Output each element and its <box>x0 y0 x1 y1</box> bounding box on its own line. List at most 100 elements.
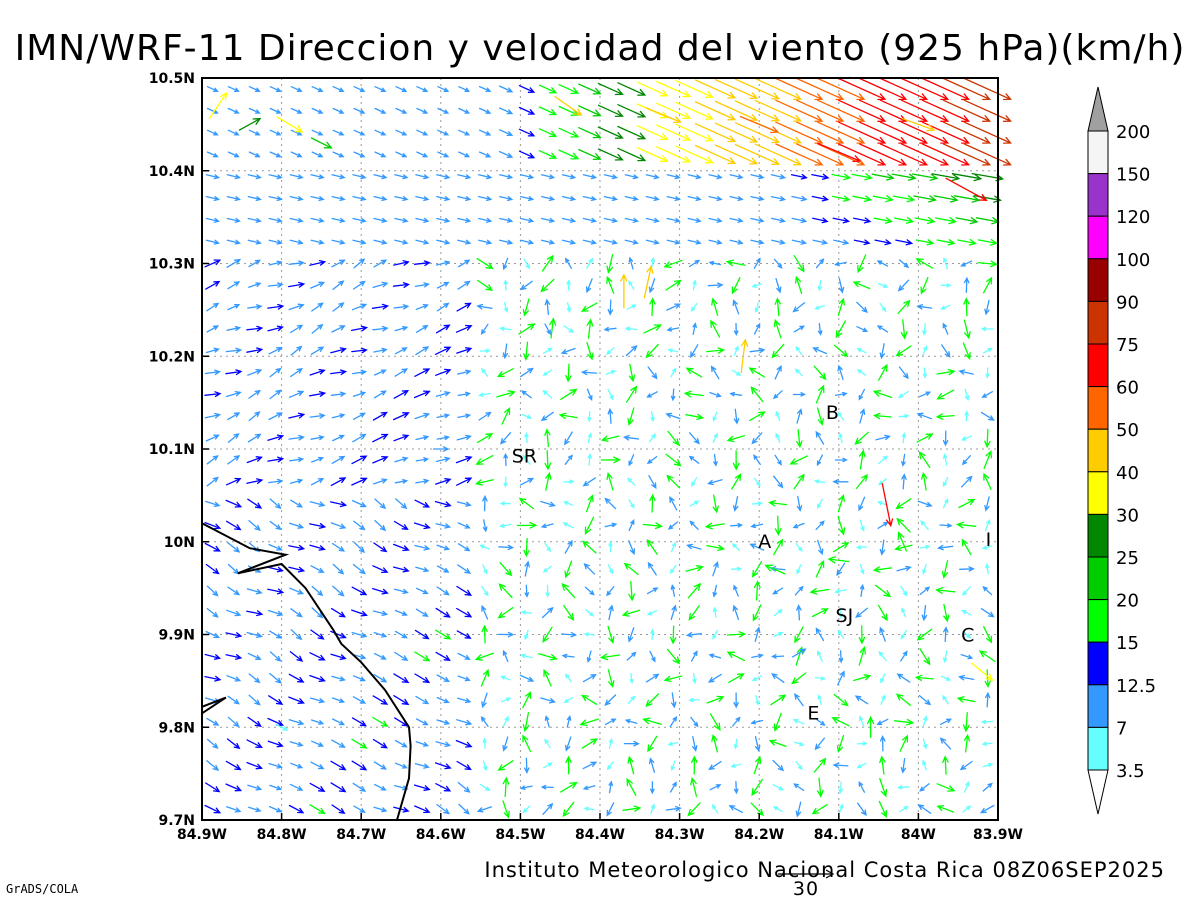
wind-vector-background <box>226 258 242 268</box>
wind-vector-background <box>456 630 472 639</box>
wind-vector-background <box>247 217 262 223</box>
wind-vector-background <box>768 499 788 507</box>
colorbar-segment <box>1087 428 1109 473</box>
wind-vector-background <box>351 347 368 354</box>
wind-vector-background <box>482 519 488 533</box>
wind-vector-background <box>331 542 346 552</box>
wind-vector-background <box>683 390 704 398</box>
wind-vector-background <box>714 100 759 121</box>
wind-vector-background <box>817 77 866 101</box>
wind-vector-background <box>352 412 366 420</box>
wind-vector-background <box>942 256 948 270</box>
wind-vector-background <box>476 806 493 813</box>
wind-vector-background <box>457 543 471 552</box>
wind-vector-background <box>435 391 451 397</box>
wind-vector-background <box>726 631 747 638</box>
wind-vector-background <box>852 281 871 290</box>
wind-vector <box>791 648 807 658</box>
wind-vector-background <box>246 631 263 639</box>
wind-vector-background <box>900 629 907 640</box>
wind-vector-background <box>628 540 636 556</box>
wind-vector-background <box>309 259 327 266</box>
wind-vector-background <box>667 521 679 530</box>
wind-vector <box>276 116 304 133</box>
wind-vector-background <box>290 151 303 158</box>
wind-vector-background <box>392 282 410 288</box>
wind-vector-background <box>775 277 782 294</box>
wind-vector-background <box>617 147 647 162</box>
wind-vector-background <box>731 277 741 295</box>
wind-vector-background <box>773 318 782 339</box>
wind-vector-background <box>918 391 932 398</box>
wind-vector-background <box>961 586 971 596</box>
wind-vector-background <box>894 217 915 224</box>
wind-vector-background <box>309 391 327 397</box>
wind-vector-background <box>919 783 930 792</box>
colorbar-label: 3.5 <box>1116 761 1145 782</box>
wind-vector-background <box>985 562 990 575</box>
wind-vector-background <box>815 627 825 642</box>
wind-vector-background <box>617 104 647 118</box>
wind-vector-background <box>772 784 785 791</box>
wind-vector-background <box>436 195 451 202</box>
y-tick-label: 10.1N <box>149 442 195 458</box>
wind-vector-background <box>796 564 802 575</box>
wind-vector-background <box>627 695 636 705</box>
wind-vector-background <box>732 604 740 621</box>
colorbar-label: 100 <box>1116 250 1150 271</box>
wind-vector-background <box>268 239 283 245</box>
wind-vector-background <box>288 434 305 441</box>
wind-vector-background <box>645 239 660 245</box>
wind-vector-background <box>859 99 908 122</box>
wind-vector-background <box>393 695 410 706</box>
wind-vector-background <box>227 541 241 553</box>
wind-vector-background <box>957 238 977 246</box>
wind-vector-background <box>289 478 304 484</box>
wind-vector-background <box>205 434 220 442</box>
wind-vector <box>817 142 862 163</box>
wind-vector-background <box>607 669 615 688</box>
wind-vector-background <box>694 123 737 143</box>
wind-vector-background <box>479 783 491 792</box>
wind-vector-background <box>919 586 931 596</box>
wind-vector-background <box>247 195 262 202</box>
wind-vector-background <box>482 760 488 772</box>
wind-vector-background <box>332 151 345 158</box>
wind-vector-background <box>898 413 910 419</box>
wind-vector-background <box>415 608 429 617</box>
wind-vector-background <box>497 607 514 619</box>
wind-vector-background <box>330 782 347 793</box>
wind-vector-background <box>773 475 784 489</box>
wind-vector-background <box>689 500 700 507</box>
wind-vector-background <box>522 734 532 752</box>
wind-vector-background <box>838 432 843 444</box>
wind-vector-background <box>690 716 699 728</box>
wind-vector-background <box>922 738 928 750</box>
wind-vector-background <box>751 653 764 659</box>
wind-vector-background <box>666 327 680 332</box>
wind-vector-background <box>603 217 619 223</box>
wind-vector-background <box>225 347 243 354</box>
wind-vector-background <box>935 413 955 420</box>
wind-vector-background <box>309 501 326 507</box>
wind-vector-background <box>812 347 828 355</box>
wind-vector-background <box>415 195 430 202</box>
wind-vector-background <box>331 174 346 180</box>
wind-vector-background <box>482 494 488 512</box>
wind-vector-background <box>942 694 949 705</box>
wind-vector-background <box>581 540 597 554</box>
wind-vector-background <box>205 217 221 223</box>
wind-vector-background <box>958 674 975 681</box>
wind-vector-background <box>565 755 572 775</box>
wind-vector-background <box>516 521 538 529</box>
wind-vector-background <box>205 174 221 180</box>
wind-vector-background <box>478 411 492 421</box>
wind-vector-background <box>623 740 640 747</box>
wind-vector-background <box>690 650 698 662</box>
wind-vector-background <box>351 717 367 727</box>
wind-vector-background <box>373 806 388 813</box>
wind-vector-background <box>832 217 851 224</box>
wind-vector-background <box>310 629 325 640</box>
wind-vector-background <box>206 129 219 136</box>
wind-vector-background <box>622 805 642 812</box>
